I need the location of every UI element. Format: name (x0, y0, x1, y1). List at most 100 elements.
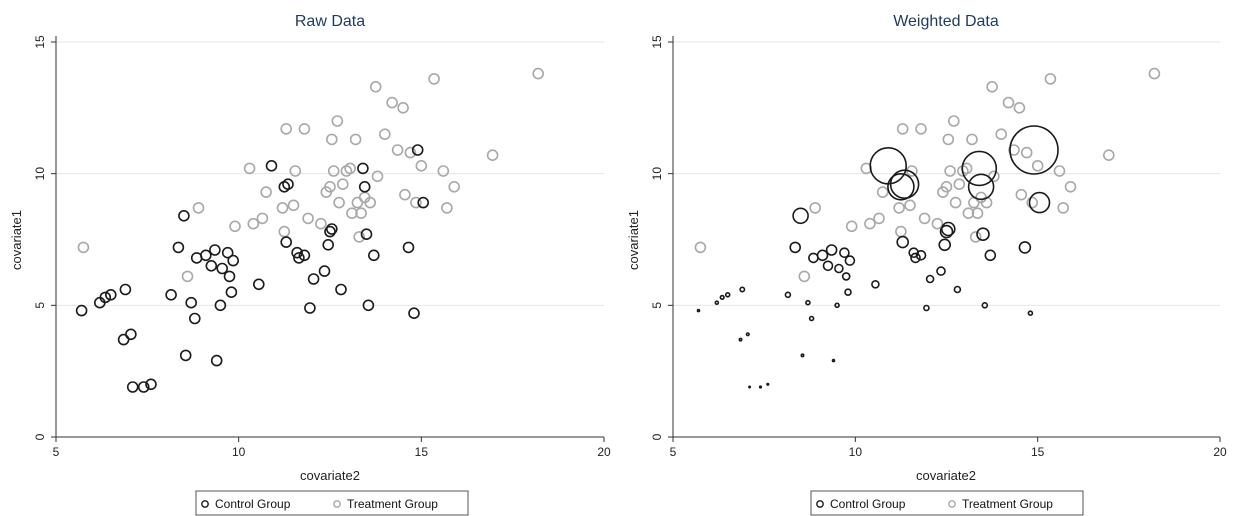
weighted-control-point (834, 302, 840, 309)
weighted-treatment-point (1026, 196, 1038, 209)
raw-x-axis-label: covariate2 (300, 468, 360, 483)
raw-control-point (408, 307, 420, 320)
raw-treatment-point (77, 241, 90, 254)
weighted-control-point (714, 300, 720, 306)
weighted-control-point (789, 241, 802, 254)
weighted-treatment-point (931, 217, 944, 230)
raw-treatment-point (386, 96, 398, 109)
weighted-control-point (938, 238, 952, 252)
raw-treatment-point (336, 178, 349, 190)
raw-control-point (185, 296, 197, 309)
weighted-legend: Control Group Treatment Group (810, 490, 1084, 516)
weighted-treatment-point (1008, 144, 1020, 156)
raw-treatment-point (278, 225, 291, 238)
weighted-control-point (792, 207, 809, 225)
weighted-treatment-point (944, 165, 956, 177)
weighted-control-point (936, 266, 946, 276)
raw-legend-control-marker (201, 500, 209, 508)
raw-control-point (402, 241, 415, 254)
raw-treatment-point (289, 165, 302, 177)
raw-control-point (357, 162, 369, 175)
weighted-treatment-point (1057, 202, 1069, 214)
raw-treatment-point (276, 202, 289, 214)
raw-control-point (75, 304, 88, 317)
weighted-control-point (808, 252, 819, 264)
weighted-control-point (976, 227, 990, 241)
weighted-treatment-point (694, 241, 707, 254)
raw-treatment-point (486, 149, 499, 161)
weighted-legend-treatment-marker (948, 500, 956, 508)
raw-treatment-point (410, 196, 422, 209)
weighted-treatment-point (1044, 73, 1057, 85)
raw-control-point (119, 283, 132, 296)
weighted-treatment-point (904, 199, 916, 212)
raw-control-point (178, 210, 190, 222)
weighted-control-point (953, 285, 962, 294)
raw-control-point (362, 299, 375, 312)
weighted-treatment-point (940, 181, 953, 193)
weighted-control-point (967, 173, 995, 201)
weighted-control-point (939, 224, 954, 239)
raw-control-point (291, 246, 303, 259)
raw-treatment-point (378, 128, 391, 140)
raw-control-point (172, 241, 185, 254)
weighted-y-tick-label: 10 (650, 167, 664, 181)
raw-treatment-point (315, 217, 327, 230)
raw-treatment-point (428, 73, 440, 85)
weighted-control-point (738, 337, 743, 342)
raw-treatment-point (280, 123, 293, 135)
raw-treatment-point (247, 217, 260, 230)
raw-treatment-point (355, 207, 367, 219)
raw-treatment-point (437, 165, 450, 177)
weighted-treatment-point (971, 207, 984, 219)
weighted-control-point (1018, 241, 1032, 254)
raw-control-point (360, 228, 373, 240)
raw-control-point (293, 252, 305, 264)
weighted-treatment-point (1031, 160, 1044, 172)
weighted-control-point (739, 286, 746, 293)
raw-treatment-point (243, 162, 256, 175)
weighted-control-point (940, 221, 956, 237)
raw-control-point (99, 291, 112, 304)
weighted-control-point (758, 385, 763, 389)
raw-legend-box (195, 490, 469, 516)
weighted-control-point (871, 279, 880, 289)
raw-control-point (304, 302, 316, 314)
raw-control-point (225, 286, 238, 299)
weighted-treatment-point (966, 133, 978, 146)
weighted-control-point (745, 332, 750, 337)
raw-x-tick-label: 15 (415, 445, 429, 459)
weighted-control-point (1009, 125, 1059, 175)
raw-treatment-point (302, 212, 314, 225)
weighted-treatment-point (895, 225, 907, 238)
raw-y-tick-label: 5 (33, 302, 47, 309)
raw-control-point (411, 144, 424, 156)
raw-y-tick-label: 0 (33, 433, 47, 440)
weighted-control-point (834, 263, 844, 274)
weighted-treatment-point (918, 212, 931, 225)
weighted-control-point (981, 301, 989, 309)
weighted-control-point (908, 247, 920, 258)
raw-treatment-point (331, 115, 344, 127)
weighted-treatment-point (947, 115, 960, 127)
weighted-control-point (844, 255, 856, 266)
weighted-x-tick-label: 15 (1031, 445, 1045, 459)
weighted-treatment-point (798, 270, 811, 283)
raw-control-point (324, 225, 336, 238)
weighted-control-point (831, 358, 836, 363)
raw-control-point (205, 259, 218, 272)
weighted-data-title: Weighted Data (893, 13, 999, 30)
raw-control-point (282, 178, 294, 190)
weighted-treatment-point (876, 186, 889, 198)
raw-control-point (417, 196, 430, 209)
raw-treatment-point (404, 146, 417, 159)
weighted-control-point (910, 252, 921, 264)
weighted-control-point (1027, 310, 1034, 317)
raw-control-point (280, 236, 293, 248)
weighted-control-point (961, 150, 998, 187)
raw-control-point (318, 265, 331, 277)
raw-control-point (200, 249, 212, 262)
raw-control-point (126, 381, 139, 393)
weighted-treatment-point (893, 202, 905, 214)
